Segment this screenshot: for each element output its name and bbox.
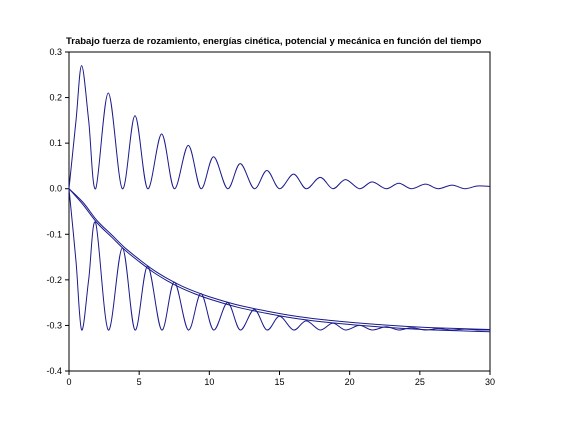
y-tick-label: -0.4 — [46, 366, 62, 376]
series-line-1 — [68, 65, 491, 190]
x-tick-label: 5 — [137, 377, 142, 387]
series-line-3 — [68, 188, 491, 331]
series-line-4 — [68, 188, 491, 333]
y-tick-label: 0.3 — [49, 47, 62, 57]
data-series-group — [68, 65, 491, 333]
y-tick-label: -0.2 — [46, 275, 62, 285]
x-tick-label: 30 — [485, 377, 495, 387]
axis-ticks: 0 5 10 15 20 25 30 0.3 0.2 0.1 0.0 -0.1 -0.2 -0.3 -0.4 — [46, 47, 495, 387]
chart-title: Trabajo fuerza de rozamiento, energías c… — [66, 36, 482, 47]
y-tick-label: 0.1 — [49, 138, 62, 148]
y-tick-label: -0.1 — [46, 229, 62, 239]
x-tick-label: 20 — [345, 377, 355, 387]
y-tick-label: -0.3 — [46, 320, 62, 330]
y-tick-label: 0.2 — [49, 93, 62, 103]
x-tick-label: 15 — [274, 377, 284, 387]
y-tick-label: 0.0 — [49, 184, 62, 194]
series-line-2 — [68, 188, 491, 331]
x-tick-label: 10 — [204, 377, 214, 387]
x-tick-label: 0 — [66, 377, 71, 387]
x-tick-label: 25 — [415, 377, 425, 387]
